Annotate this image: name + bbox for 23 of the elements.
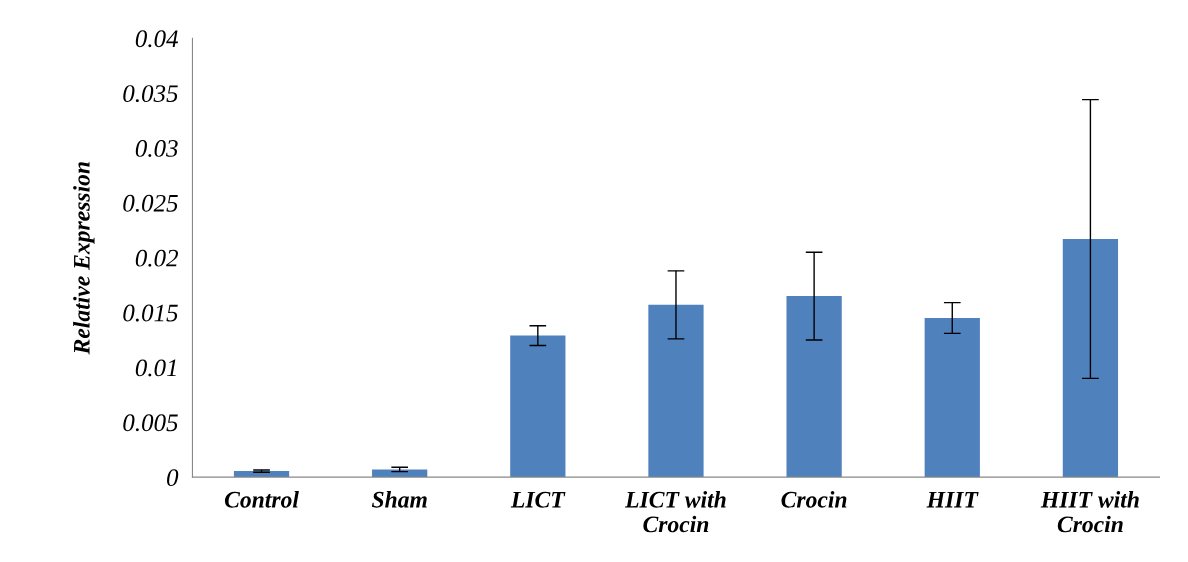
x-tick-label: Crocin — [781, 491, 847, 508]
x-tick-label: LICT with Crocin — [624, 491, 726, 533]
bar — [648, 304, 704, 478]
y-tick-label: 0.04 — [135, 30, 178, 48]
y-tick-label: 0 — [167, 469, 179, 487]
y-tick-label: 0.005 — [123, 414, 178, 432]
y-tick-label: 0.03 — [135, 140, 178, 157]
y-tick-label: 0.015 — [123, 304, 178, 322]
bar — [372, 469, 428, 478]
bar — [786, 296, 842, 478]
x-tick-label: Control — [224, 491, 299, 508]
bar — [510, 335, 566, 478]
x-tick-label: Sham — [371, 491, 427, 508]
y-tick-label: 0.025 — [123, 194, 178, 212]
y-tick-label: 0.035 — [123, 85, 178, 103]
bar — [1062, 239, 1119, 478]
y-axis-title: Relative Expression — [73, 162, 95, 355]
x-tick-label: HIIT — [926, 491, 979, 508]
x-tick-label: HIIT with Crocin — [1040, 491, 1139, 533]
y-tick-label: 0.02 — [135, 249, 179, 267]
bar — [924, 318, 980, 478]
y-tick-label: 0.01 — [135, 359, 176, 377]
x-tick-label: LICT — [510, 491, 566, 508]
